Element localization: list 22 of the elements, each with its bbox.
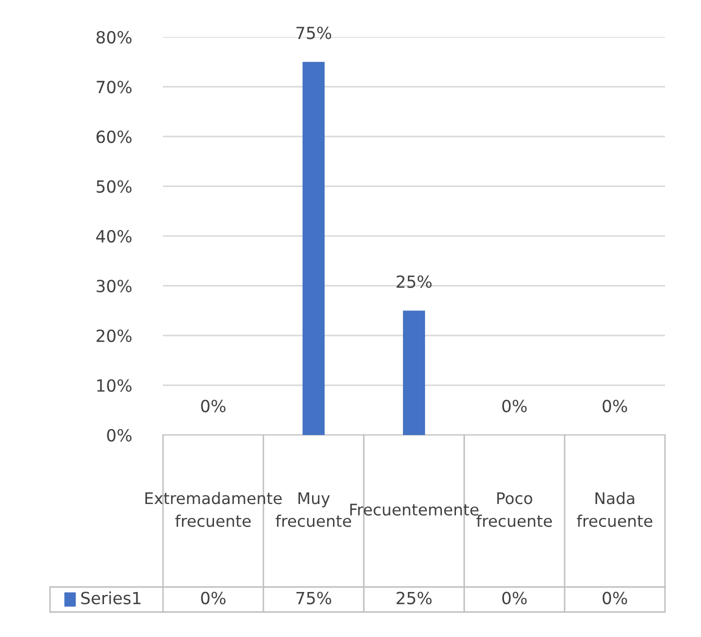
y-tick-label: 0% [107,428,132,442]
x-tick-label: Frecuentemente [350,504,478,516]
legend-label: Series1 [81,591,140,604]
text: 25% [396,275,432,288]
data-label: 0% [201,592,226,604]
y-tick-label: 60% [96,130,132,144]
y-tick-label: 20% [96,329,132,342]
y-tick-label: 10% [97,379,132,392]
text: 0% [201,400,226,412]
data-label: 0% [502,592,527,604]
data-label: 75% [296,592,332,604]
data-label: 0% [602,592,628,604]
y-tick-label: 70% [96,80,132,94]
data-label: 25% [396,592,432,604]
text: 0% [502,400,527,412]
y-tick-label: 30% [96,280,132,292]
y-tick-label: 50% [96,180,132,193]
y-tick-label: 80% [96,30,132,44]
y-tick-label: 40% [96,230,132,243]
x-tick-label: Nada frecuente [576,492,652,528]
text: 0% [602,400,628,412]
text: 75% [296,26,332,40]
